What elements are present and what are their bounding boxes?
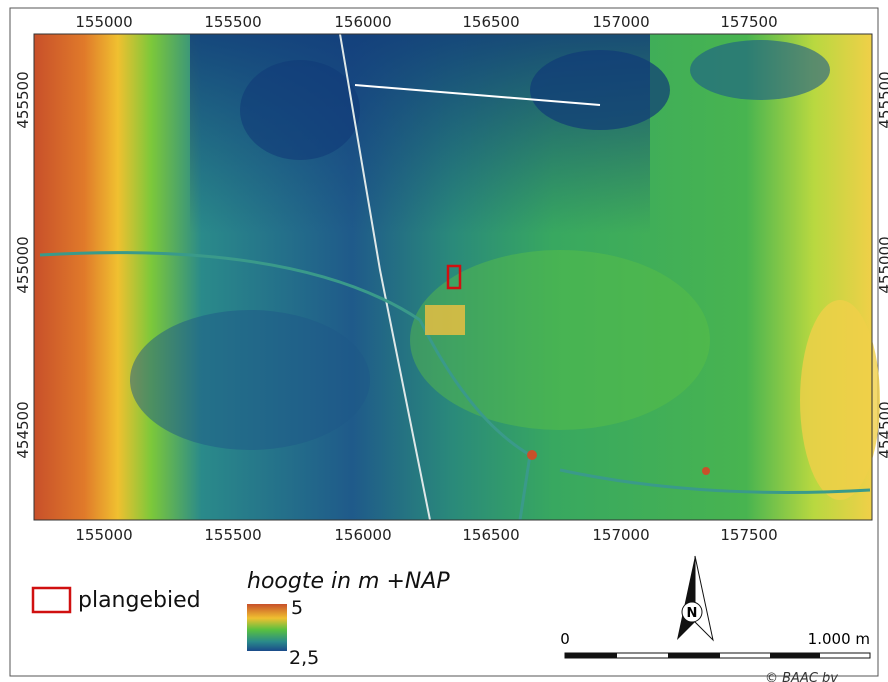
y-tick-label-right: 455000	[876, 236, 888, 293]
north-arrow: N	[677, 556, 713, 640]
y-tick-label-left: 455500	[14, 71, 32, 128]
x-tick-label-bottom: 155000	[75, 526, 132, 544]
scale-bar: 0 1.000 m	[560, 630, 870, 658]
y-tick-label-right: 454500	[876, 401, 888, 458]
elevation-map	[34, 34, 880, 520]
color-ramp	[247, 604, 287, 651]
x-tick-label-top: 155500	[204, 13, 261, 31]
x-tick-label-top: 156000	[334, 13, 391, 31]
ramp-min: 2,5	[289, 647, 319, 669]
x-tick-label-top: 157500	[720, 13, 777, 31]
x-tick-label-bottom: 156000	[334, 526, 391, 544]
plan-swatch	[33, 588, 70, 612]
scale-end: 1.000 m	[808, 630, 870, 648]
x-tick-label-bottom: 156500	[462, 526, 519, 544]
ramp-max: 5	[291, 597, 303, 619]
x-tick-label-bottom: 157500	[720, 526, 777, 544]
x-tick-label-top: 157000	[592, 13, 649, 31]
y-tick-label-left: 455000	[14, 236, 32, 293]
x-tick-label-top: 156500	[462, 13, 519, 31]
x-tick-label-top: 155000	[75, 13, 132, 31]
scale-start: 0	[560, 630, 570, 648]
height-title: hoogte in m +NAP	[247, 569, 450, 594]
north-label: N	[687, 606, 698, 621]
y-tick-label-right: 455500	[876, 71, 888, 128]
y-tick-label-left: 454500	[14, 401, 32, 458]
x-tick-label-bottom: 157000	[592, 526, 649, 544]
credit: © BAAC bv	[765, 671, 838, 682]
x-tick-label-bottom: 155500	[204, 526, 261, 544]
map-figure: 155000 155000 155500 155500 156000 156000 1565…	[0, 0, 888, 682]
plan-label: plangebied	[78, 588, 201, 613]
